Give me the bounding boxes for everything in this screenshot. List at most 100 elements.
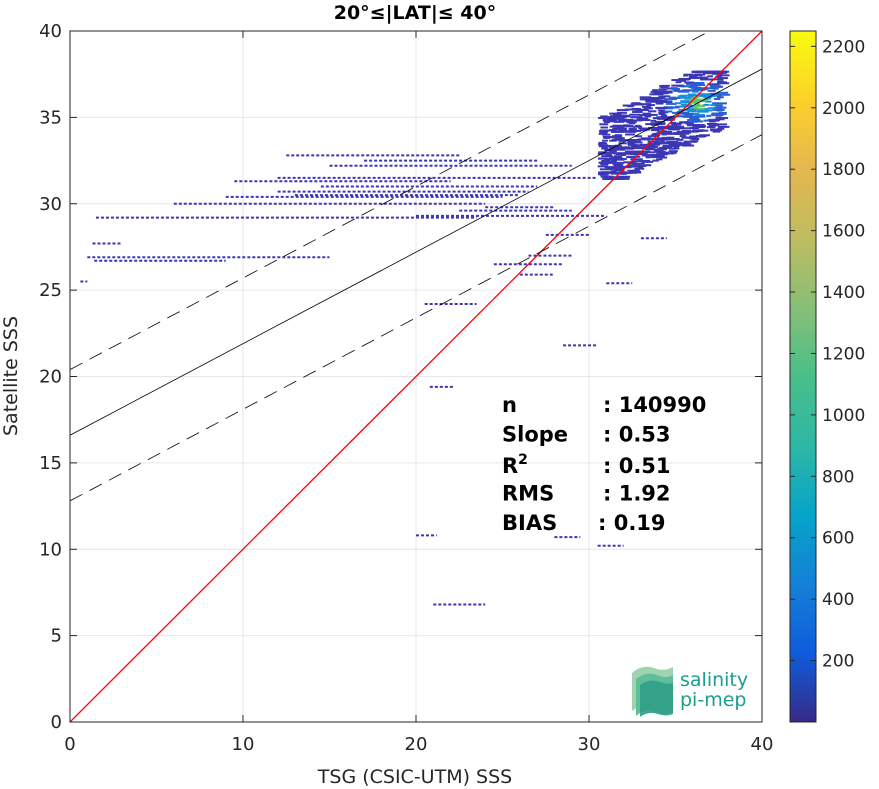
cluster-cell: [671, 106, 680, 109]
stats-box: n: 140990 Slope: 0.53 R2: 0.51 RMS: 1.92 BIA…: [502, 393, 706, 535]
colorbar-tick-label: 1400: [822, 283, 865, 303]
cluster-cell: [694, 103, 701, 106]
cluster-cell: [692, 124, 705, 127]
cluster-cell: [600, 126, 608, 129]
cluster-cell: [679, 135, 687, 138]
stat-value: : 0.51: [603, 454, 671, 478]
cluster-cell: [645, 138, 658, 141]
cluster-cell: [666, 87, 672, 90]
cluster-cell: [635, 164, 647, 167]
cluster-cell: [652, 89, 659, 92]
cluster-cell: [632, 169, 640, 172]
y-tick-labels: 0 5 10 15 20 25 30 35 40: [39, 21, 62, 733]
cluster-cell: [618, 139, 624, 142]
cluster-cell: [612, 128, 625, 131]
cluster-cell: [598, 143, 604, 146]
cluster-cell: [625, 152, 634, 155]
cluster-cell: [611, 138, 625, 141]
cluster-cell: [694, 119, 701, 122]
cluster-cell: [600, 116, 609, 119]
cluster-cell: [654, 120, 666, 123]
cluster-cell: [631, 160, 644, 163]
superscript-2: 2: [518, 452, 528, 468]
cluster-cell: [614, 144, 622, 147]
salinity-pi-mep-logo: salinity pi-mep: [632, 666, 748, 717]
cluster-cell: [681, 130, 692, 133]
cluster-cell: [652, 159, 659, 162]
cluster-cell: [710, 83, 716, 86]
cluster-cell: [715, 104, 723, 107]
cluster-cell: [688, 76, 700, 79]
cluster-cell: [664, 110, 673, 113]
cluster-cell: [637, 166, 644, 169]
cluster-cell: [647, 113, 658, 116]
cluster-cell: [702, 129, 709, 132]
cluster-cell: [663, 131, 673, 134]
data-segments: [80, 154, 667, 606]
cluster-cell: [717, 74, 730, 77]
cluster-cell: [663, 118, 675, 121]
cluster-cell: [655, 102, 664, 105]
cluster-cell: [692, 120, 704, 123]
cluster-cell: [680, 100, 689, 103]
y-tick-label: 30: [39, 194, 62, 215]
cluster-cell: [664, 98, 677, 101]
cluster-cell: [707, 107, 716, 110]
cluster-cell: [627, 150, 641, 153]
cluster-cell: [630, 171, 642, 174]
cluster-cell: [695, 125, 706, 128]
cluster-cell: [629, 113, 641, 116]
cluster-cell: [691, 126, 700, 129]
cluster-cell: [602, 133, 611, 136]
cluster-cell: [709, 119, 720, 122]
r-letter: R: [502, 454, 518, 478]
cluster-cell: [659, 91, 673, 94]
stat-label-r-squared: R2: [502, 452, 528, 478]
cluster-cell: [668, 150, 678, 153]
cluster-cell: [690, 120, 698, 123]
cluster-cell: [713, 98, 721, 101]
cluster-cell: [620, 153, 627, 156]
cluster-cell: [629, 152, 643, 155]
cluster-cell: [701, 77, 708, 80]
cluster-cell: [613, 120, 625, 123]
cluster-cell: [677, 111, 690, 114]
regression-line: [70, 68, 762, 436]
cluster-cell: [693, 105, 706, 108]
logo-line2: pi-mep: [680, 689, 746, 711]
cluster-cell: [616, 130, 625, 133]
cluster-cell: [688, 75, 698, 78]
cluster-cell: [612, 124, 622, 127]
cluster-cell: [614, 134, 622, 137]
x-axis-label: TSG (CSIC-UTM) SSS: [317, 766, 512, 788]
cluster-cell: [613, 165, 622, 168]
cluster-cell: [681, 144, 691, 147]
cluster-cell: [679, 94, 693, 97]
stat-value: : 0.53: [603, 423, 671, 447]
cluster-cell: [609, 118, 617, 121]
cluster-cell: [684, 98, 694, 101]
cluster-cell: [707, 75, 713, 78]
cluster-cell: [664, 90, 673, 93]
cluster-cell: [622, 104, 635, 107]
cluster-cell: [689, 117, 700, 120]
cluster-cell: [716, 81, 727, 84]
cluster-cell: [658, 112, 666, 115]
cluster-cell: [626, 156, 635, 159]
cluster-cell: [641, 160, 651, 163]
fit-lines: [70, 31, 762, 722]
cluster-cell: [597, 157, 606, 160]
cluster-cell: [628, 122, 635, 125]
cluster-cell: [659, 125, 671, 128]
cluster-cell: [609, 129, 617, 132]
cluster-cell: [708, 125, 716, 128]
cluster-cell: [657, 109, 665, 112]
cluster-cell: [679, 121, 690, 124]
cluster-cell: [645, 107, 653, 110]
cluster-cell: [643, 106, 650, 109]
cluster-cell: [667, 128, 680, 131]
cluster-cell: [609, 139, 617, 142]
cluster-cell: [616, 111, 627, 114]
cluster-cell: [679, 79, 687, 82]
cluster-cell: [690, 106, 698, 109]
